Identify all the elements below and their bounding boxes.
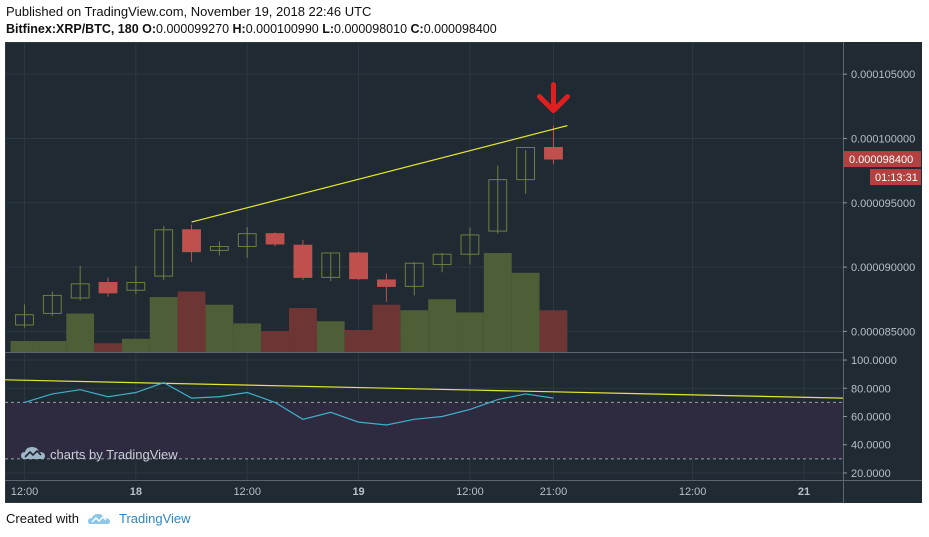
price-tick-label: 0.000095000 <box>851 198 915 210</box>
volume-bar <box>288 308 317 352</box>
time-tick-label: 12:00 <box>679 486 707 498</box>
watermark: charts by TradingView <box>21 447 178 462</box>
price-tick-label: 0.000105000 <box>851 69 915 81</box>
watermark-cloud-line <box>24 449 42 458</box>
volume-bar <box>483 253 512 352</box>
high-label: H: <box>232 22 246 36</box>
volume-bar <box>177 291 206 352</box>
candle-body <box>154 229 174 277</box>
close-label: C: <box>410 22 424 36</box>
rsi-tick-label: 80.0000 <box>851 383 891 395</box>
low-label: L: <box>322 22 335 36</box>
rsi-tick-label: 100.0000 <box>851 355 897 367</box>
tradingview-watermark-icon <box>21 447 45 459</box>
candle-body <box>237 233 257 248</box>
candle-body <box>182 229 201 253</box>
candle-body <box>321 252 341 278</box>
countdown-label: 01:13:31 <box>875 172 918 184</box>
price-axis-background <box>843 42 922 503</box>
candle-body <box>42 294 62 314</box>
volume-bar <box>94 343 122 352</box>
rsi-tick-label: 60.0000 <box>851 412 891 424</box>
high-value: 0.000100990 <box>245 22 319 36</box>
rsi-tick-label: 40.0000 <box>851 440 891 452</box>
candle-body <box>377 279 396 287</box>
time-tick-label: 21 <box>798 486 810 498</box>
symbol-label: Bitfinex:XRP/BTC, 180 <box>6 22 139 36</box>
price-trendline <box>191 125 568 223</box>
candle-body <box>209 246 229 251</box>
candle-body <box>70 283 90 299</box>
last-price-badge <box>844 151 921 168</box>
tradingview-cloud-icon <box>87 513 110 524</box>
rsi-tick-label: 20.0000 <box>851 468 891 480</box>
candle-body <box>404 262 424 287</box>
volume-bar <box>400 310 429 352</box>
created-with-label: Created with <box>6 511 79 526</box>
candle-body <box>516 146 536 181</box>
down-arrow-icon <box>536 82 570 114</box>
volume-bar <box>261 331 289 352</box>
volume-bar <box>149 297 178 352</box>
open-value: 0.000099270 <box>156 22 230 36</box>
candle-body <box>265 233 285 245</box>
volume-bar <box>10 341 39 352</box>
candle-body <box>126 282 146 291</box>
time-tick-label: 12:00 <box>11 486 39 498</box>
rsi-line <box>24 381 554 426</box>
close-value: 0.000098400 <box>423 22 497 36</box>
candle-body <box>460 234 480 255</box>
candle-body <box>488 179 508 232</box>
time-tick-label: 19 <box>352 486 364 498</box>
published-line: Published on TradingView.com, November 1… <box>6 4 372 19</box>
volume-bar <box>233 323 262 352</box>
volume-bar <box>428 299 457 352</box>
volume-bar <box>456 312 484 352</box>
rsi-trendline <box>5 379 844 399</box>
volume-bar <box>38 341 67 352</box>
volume-bar <box>372 304 401 352</box>
volume-bar <box>344 330 373 352</box>
ohlc-line: Bitfinex:XRP/BTC, 180 O:0.000099270 H:0.… <box>6 22 497 36</box>
countdown-badge <box>870 169 921 186</box>
volume-bar <box>539 310 568 352</box>
volume-bar <box>511 272 540 352</box>
volume-bar <box>205 304 234 352</box>
time-tick-label: 12:00 <box>233 486 261 498</box>
time-tick-label: 21:00 <box>540 486 568 498</box>
footer: Created with TradingView <box>6 511 191 526</box>
candle-body <box>349 252 368 280</box>
rsi-band <box>5 402 843 459</box>
volume-bar <box>66 313 95 352</box>
candle-body <box>432 253 452 266</box>
open-label: O: <box>142 22 157 36</box>
price-tick-label: 0.000090000 <box>851 262 915 274</box>
candle-body <box>544 146 563 160</box>
price-tick-label: 0.000100000 <box>851 133 915 145</box>
candle-body <box>98 282 118 294</box>
volume-bar <box>121 338 150 352</box>
price-tick-label: 0.000085000 <box>851 326 915 338</box>
chart-canvas[interactable]: 0.000085000 0.000090000 0.000095000 0.00010… <box>5 42 922 503</box>
volume-bar <box>316 321 345 352</box>
last-price-label: 0.000098400 <box>849 154 913 166</box>
down-arrow-shape <box>536 82 570 114</box>
time-tick-label: 12:00 <box>456 486 484 498</box>
time-tick-label: 18 <box>130 486 142 498</box>
tradingview-link[interactable]: TradingView <box>118 511 191 526</box>
candle-body <box>293 244 313 278</box>
low-value: 0.000098010 <box>334 22 408 36</box>
candle-body <box>15 314 34 326</box>
watermark-text: charts by TradingView <box>50 447 178 462</box>
